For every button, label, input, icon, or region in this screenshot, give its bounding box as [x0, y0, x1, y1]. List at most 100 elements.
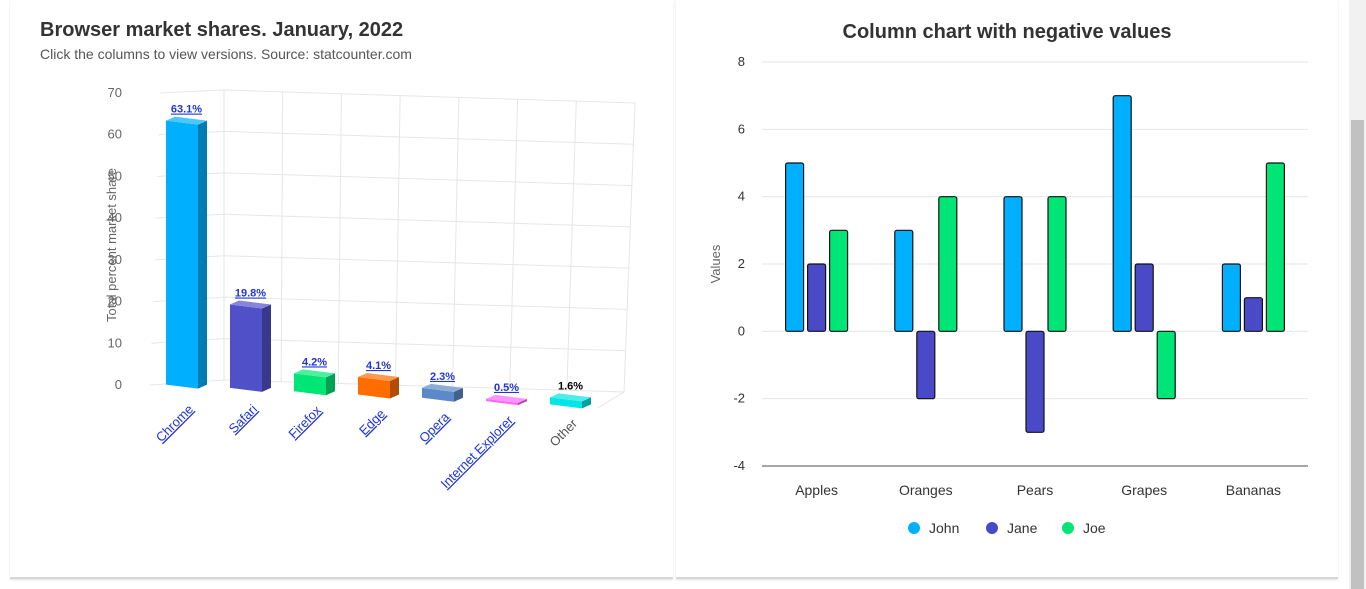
legend-marker-joe [1062, 522, 1074, 534]
gridline [151, 338, 626, 352]
gridline [566, 101, 577, 391]
y-tick-label: 70 [108, 85, 122, 100]
gridline [154, 255, 629, 269]
bar-side [582, 397, 591, 409]
bar-front [294, 373, 326, 396]
x-category-label: Internet Explorer [438, 412, 517, 491]
bar-john-oranges [894, 229, 914, 332]
bar-jane-grapes [1134, 263, 1154, 332]
bar-side [518, 398, 527, 406]
bar-top [550, 393, 591, 402]
legend-item-joe: Joe [1083, 520, 1106, 536]
bar-firefox [294, 369, 335, 396]
x-category-label: Bananas [1226, 482, 1281, 498]
bar-top [166, 116, 207, 125]
bar-front [358, 377, 390, 399]
legend-marker-john [908, 522, 920, 534]
x-category-label: Pears [1017, 482, 1054, 498]
bar-opera [422, 383, 463, 402]
negative-values-chart-panel: Column chart with negative values -4 -2 0 2… [676, 0, 1338, 579]
bar-side [454, 387, 463, 402]
gridline [280, 91, 284, 382]
legend: John Jane Joe [908, 520, 1106, 536]
y-axis-title: Total percent market share [104, 168, 119, 322]
negative-values-column-chart: -4 -2 0 2 4 6 8 Values Apples Oranges Pears Grapes B… [708, 54, 1308, 536]
scrollbar-thumb[interactable] [1351, 120, 1364, 589]
data-label: 4.1% [366, 360, 391, 372]
chart-subtitle: Click the columns to view versions. Sour… [40, 46, 412, 62]
bar-joe-grapes [1156, 330, 1176, 400]
gridline [155, 213, 631, 228]
bar-top [358, 373, 399, 382]
y-tick-label: 0 [115, 377, 122, 392]
y-tick-label: 10 [108, 335, 122, 350]
bar-edge [358, 373, 399, 399]
gridline [509, 99, 519, 389]
bar-jane-oranges [916, 330, 936, 400]
bar-joe-apples [829, 229, 849, 332]
page-scrollbar[interactable] [1349, 0, 1366, 589]
bar-chrome [166, 116, 207, 389]
legend-item-jane: Jane [1007, 520, 1038, 536]
bar-front [230, 304, 262, 392]
y-tick-label: 2 [738, 256, 745, 271]
bar-jane-pears [1025, 330, 1045, 433]
bar-other [550, 393, 591, 409]
bar-joe-oranges [938, 196, 958, 332]
bar-side [390, 377, 399, 399]
bar-top [294, 369, 335, 378]
y-tick-label: -4 [733, 458, 745, 473]
bar-side [262, 304, 271, 392]
y-tick-label: 60 [108, 127, 122, 142]
gridline [394, 95, 401, 386]
chart-title: Column chart with negative values [842, 21, 1172, 43]
data-label: 19.8% [235, 288, 266, 300]
x-category-label: Other [547, 415, 581, 449]
bar-front [486, 398, 518, 406]
x-category-label: Grapes [1121, 482, 1167, 498]
x-category-label: Edge [356, 406, 388, 438]
data-label: 2.3% [430, 371, 455, 383]
legend-marker-jane [986, 522, 998, 534]
bar-joe-pears [1047, 196, 1067, 332]
gridline [159, 89, 636, 104]
y-axis-title: Values [708, 244, 723, 283]
browser-share-chart-panel: Browser market shares. January, 2022 Cli… [10, 0, 673, 579]
bar-john-grapes [1112, 95, 1132, 332]
gridline [337, 93, 342, 384]
bar-top [422, 383, 463, 392]
y-tick-label: 6 [738, 121, 745, 136]
gridline [597, 391, 625, 409]
bar-john-pears [1003, 196, 1023, 332]
y-tick-label: 8 [738, 54, 745, 69]
data-label: 1.6% [558, 380, 583, 392]
bar-top [486, 394, 527, 403]
browser-share-3d-bar-chart: 0 10 20 30 40 50 60 70 Total percent market shar… [104, 85, 636, 491]
bar-jane-apples [807, 263, 827, 332]
y-tick-label: -2 [733, 391, 745, 406]
chart-title: Browser market shares. January, 2022 [40, 19, 404, 41]
y-tick-label: 50 [108, 168, 122, 183]
bar-front [550, 397, 582, 409]
legend-item-john: John [929, 520, 959, 536]
gridline [157, 172, 632, 187]
bar-side [198, 120, 207, 389]
y-tick-label: 20 [108, 294, 122, 309]
y-tick-label: 40 [108, 210, 122, 225]
y-tick-label: 30 [108, 252, 122, 267]
y-tick-label: 4 [738, 189, 745, 204]
gridline [623, 102, 636, 393]
bar-john-bananas [1221, 263, 1242, 332]
bar-front [422, 387, 454, 402]
bar-joe-bananas [1265, 162, 1286, 332]
data-label: 0.5% [494, 382, 519, 394]
gridline [158, 130, 634, 145]
bar-john-apples [784, 162, 805, 332]
y-tick-label: 0 [738, 323, 745, 338]
bar-jane-bananas [1243, 297, 1264, 332]
bar-top [230, 300, 271, 309]
grid [149, 89, 636, 409]
x-category-label: Safari [225, 401, 260, 436]
x-category-label: Chrome [153, 402, 196, 445]
gridline [452, 97, 460, 387]
